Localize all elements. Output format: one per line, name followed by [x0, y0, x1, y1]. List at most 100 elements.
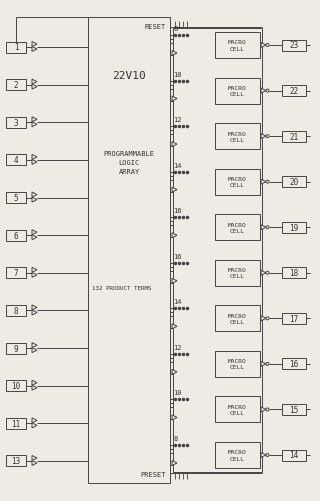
Polygon shape: [32, 418, 37, 423]
Text: 9: 9: [14, 344, 18, 353]
Text: 19: 19: [289, 223, 299, 232]
Bar: [282, 131, 306, 142]
Polygon shape: [172, 52, 177, 57]
Polygon shape: [172, 97, 177, 102]
Text: 14: 14: [173, 299, 181, 305]
Bar: [6, 118, 26, 129]
Polygon shape: [32, 230, 37, 235]
Text: RESET: RESET: [145, 24, 166, 30]
Text: 8: 8: [14, 306, 18, 315]
Text: 18: 18: [289, 269, 299, 278]
Bar: [6, 380, 26, 391]
Polygon shape: [32, 460, 37, 465]
Polygon shape: [32, 80, 37, 85]
Polygon shape: [261, 316, 266, 321]
Bar: [6, 305, 26, 316]
Polygon shape: [172, 370, 177, 375]
Text: 7: 7: [14, 269, 18, 278]
Polygon shape: [32, 43, 37, 48]
Text: MACRO
CELL: MACRO CELL: [228, 313, 247, 324]
Text: 20: 20: [289, 178, 299, 187]
Polygon shape: [172, 142, 177, 147]
Polygon shape: [172, 279, 177, 284]
Text: 14: 14: [173, 162, 181, 168]
Polygon shape: [32, 348, 37, 353]
Polygon shape: [261, 180, 266, 185]
Text: 17: 17: [289, 314, 299, 323]
Polygon shape: [32, 123, 37, 128]
Polygon shape: [32, 48, 37, 53]
Polygon shape: [32, 385, 37, 390]
Bar: [282, 359, 306, 370]
Text: 13: 13: [12, 456, 20, 465]
Polygon shape: [172, 324, 177, 329]
Polygon shape: [32, 198, 37, 202]
Text: PRESET: PRESET: [140, 471, 166, 477]
Text: 10: 10: [173, 390, 181, 396]
Text: 12: 12: [173, 117, 181, 123]
Text: 2: 2: [14, 81, 18, 90]
Circle shape: [266, 408, 269, 411]
Circle shape: [266, 181, 269, 184]
Polygon shape: [32, 118, 37, 123]
Bar: [6, 455, 26, 466]
Text: MACRO
CELL: MACRO CELL: [228, 40, 247, 52]
Text: 16: 16: [289, 360, 299, 369]
Circle shape: [266, 317, 269, 320]
Bar: [6, 80, 26, 91]
Bar: [6, 43, 26, 54]
Polygon shape: [261, 271, 266, 276]
Text: 8: 8: [173, 26, 177, 32]
Bar: [6, 268, 26, 279]
Text: 3: 3: [14, 119, 18, 128]
Bar: [282, 313, 306, 324]
Bar: [215, 33, 260, 59]
Polygon shape: [32, 193, 37, 198]
Text: MACRO
CELL: MACRO CELL: [228, 222, 247, 233]
Text: PROGRAMMABLE
LOGIC
ARRAY: PROGRAMMABLE LOGIC ARRAY: [103, 151, 155, 174]
Bar: [215, 351, 260, 377]
Text: 1: 1: [14, 44, 18, 53]
Text: 21: 21: [289, 132, 299, 141]
Text: MACRO
CELL: MACRO CELL: [228, 268, 247, 279]
Text: 132 PRODUCT TERMS: 132 PRODUCT TERMS: [92, 285, 151, 290]
Text: 12: 12: [173, 344, 181, 350]
Bar: [215, 78, 260, 104]
Polygon shape: [32, 85, 37, 90]
Bar: [6, 230, 26, 241]
Polygon shape: [32, 455, 37, 460]
Polygon shape: [32, 423, 37, 428]
Bar: [282, 86, 306, 97]
Polygon shape: [261, 225, 266, 230]
Bar: [6, 343, 26, 354]
Polygon shape: [32, 305, 37, 310]
Bar: [173, 29, 262, 472]
Text: MACRO
CELL: MACRO CELL: [228, 86, 247, 97]
Polygon shape: [261, 407, 266, 412]
Circle shape: [266, 135, 269, 138]
Text: 4: 4: [14, 156, 18, 165]
Polygon shape: [32, 310, 37, 315]
Bar: [282, 449, 306, 460]
Text: 16: 16: [173, 208, 181, 214]
Bar: [215, 124, 260, 150]
Text: 15: 15: [289, 405, 299, 414]
Text: 10: 10: [173, 72, 181, 77]
Polygon shape: [261, 44, 266, 49]
Text: 5: 5: [14, 194, 18, 202]
Text: 8: 8: [173, 435, 177, 441]
Bar: [215, 442, 260, 468]
Text: 22: 22: [289, 87, 299, 96]
Bar: [6, 418, 26, 429]
Circle shape: [266, 453, 269, 456]
Circle shape: [266, 363, 269, 366]
Polygon shape: [32, 268, 37, 273]
Polygon shape: [32, 155, 37, 160]
Text: MACRO
CELL: MACRO CELL: [228, 449, 247, 461]
Circle shape: [266, 272, 269, 275]
Text: 22V10: 22V10: [112, 71, 146, 81]
Bar: [215, 306, 260, 332]
Polygon shape: [32, 273, 37, 278]
Bar: [282, 177, 306, 188]
Bar: [282, 404, 306, 415]
